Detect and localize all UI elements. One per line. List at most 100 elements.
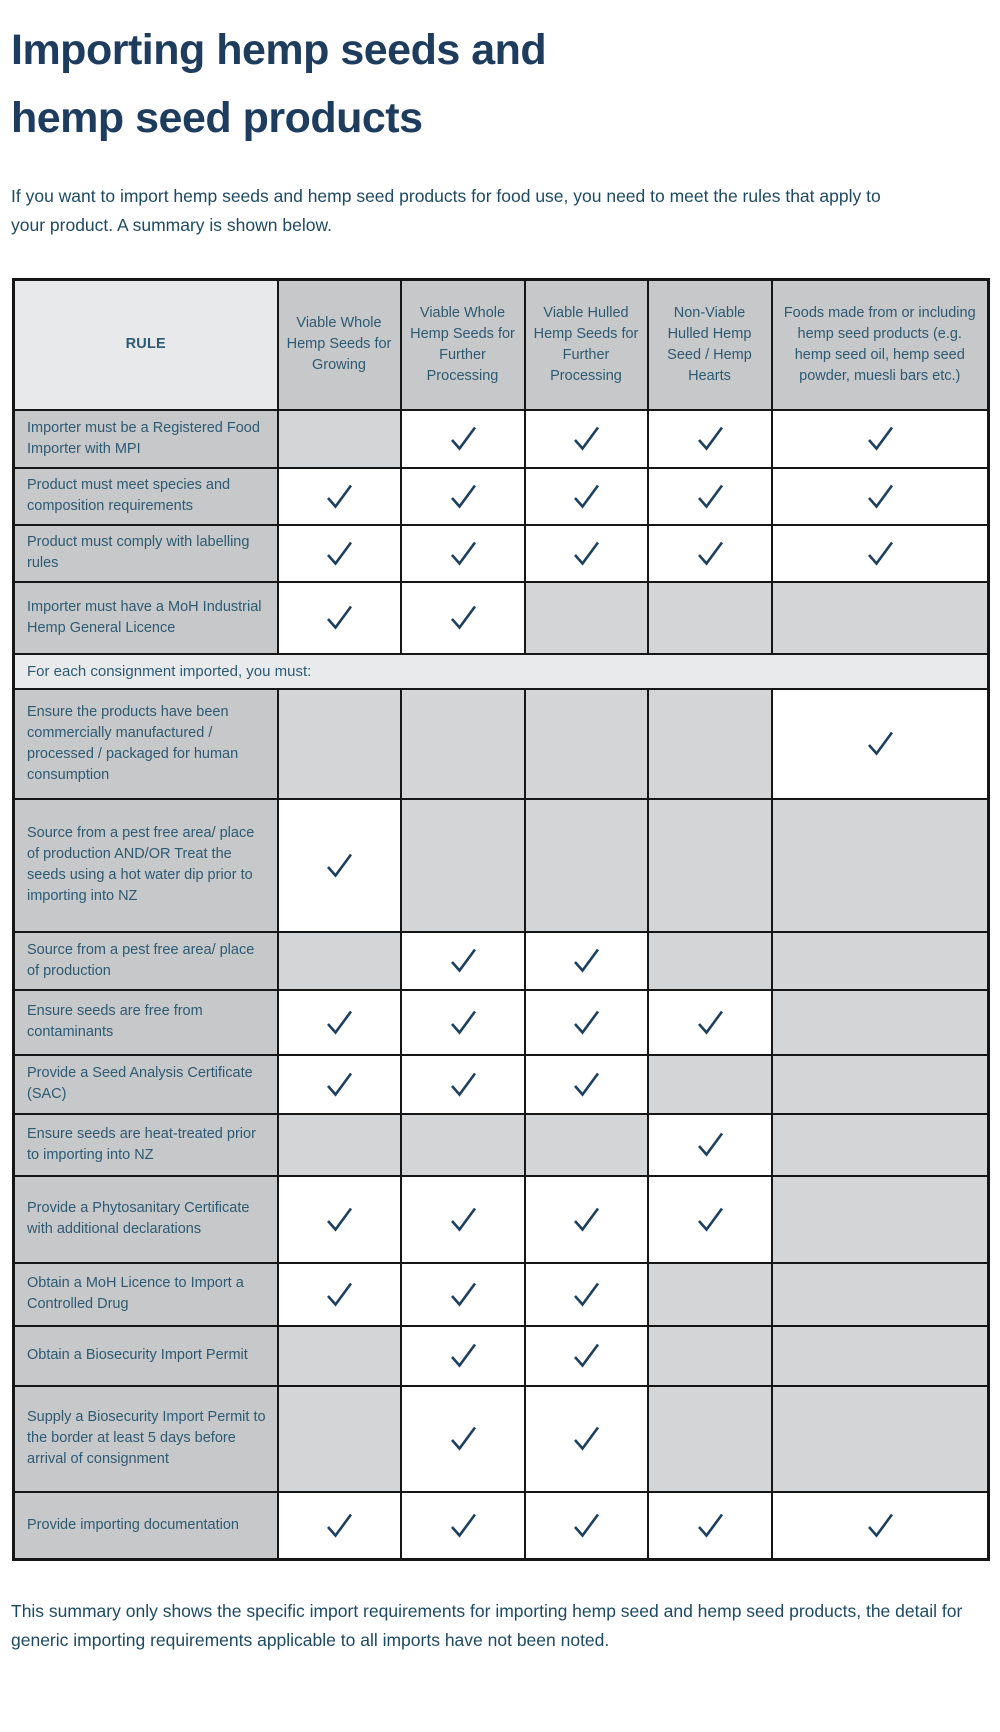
empty-cell xyxy=(523,580,649,655)
check-cell xyxy=(276,988,402,1056)
check-cell xyxy=(399,1324,526,1387)
check-cell xyxy=(770,1490,990,1561)
rule-label: Provide importing documentation xyxy=(12,1490,279,1561)
footer-note: This summary only shows the specific imp… xyxy=(11,1601,963,1650)
rule-label: Obtain a Biosecurity Import Permit xyxy=(12,1324,279,1387)
checkmark-icon xyxy=(574,484,600,509)
checkmark-icon xyxy=(327,605,353,630)
empty-cell xyxy=(276,1384,402,1493)
column-header-viable-whole-growing: Viable Whole Hemp Seeds for Growing xyxy=(276,278,402,411)
checkmark-icon xyxy=(450,1513,476,1538)
check-cell xyxy=(276,1174,402,1264)
checkmark-icon xyxy=(327,1072,353,1097)
check-cell xyxy=(399,466,526,526)
checkmark-icon xyxy=(450,484,476,509)
empty-cell xyxy=(399,797,526,933)
check-cell xyxy=(770,687,990,800)
page-title: Importing hemp seeds and hemp seed produ… xyxy=(11,16,1000,152)
check-cell xyxy=(770,466,990,526)
empty-cell xyxy=(770,1112,990,1177)
checkmark-icon xyxy=(574,1426,600,1451)
rule-label: Provide a Phytosanitary Certificate with… xyxy=(12,1174,279,1264)
empty-cell xyxy=(646,1261,773,1327)
table-row: Importer must be a Registered Food Impor… xyxy=(12,408,990,469)
rule-label: Importer must be a Registered Food Impor… xyxy=(12,408,279,469)
table-row: Obtain a MoH Licence to Import a Control… xyxy=(12,1261,990,1327)
checkmark-icon xyxy=(450,1282,476,1307)
empty-cell xyxy=(523,797,649,933)
section-row-label: For each consignment imported, you must: xyxy=(12,652,990,690)
empty-cell xyxy=(276,408,402,469)
checkmark-icon xyxy=(697,1513,723,1538)
checkmark-icon xyxy=(450,1426,476,1451)
table-row: Product must comply with labelling rules xyxy=(12,523,990,583)
check-cell xyxy=(399,1174,526,1264)
table-row: Source from a pest free area/ place of p… xyxy=(12,930,990,991)
checkmark-icon xyxy=(697,541,723,566)
checkmark-icon xyxy=(327,541,353,566)
check-cell xyxy=(276,1490,402,1561)
empty-cell xyxy=(399,1112,526,1177)
check-cell xyxy=(399,988,526,1056)
empty-cell xyxy=(523,687,649,800)
checkmark-icon xyxy=(867,1513,893,1538)
check-cell xyxy=(523,466,649,526)
checkmark-icon xyxy=(450,1343,476,1368)
rule-label: Product must comply with labelling rules xyxy=(12,523,279,583)
rules-table: RULE Viable Whole Hemp Seeds for Growing… xyxy=(12,278,990,1561)
rule-label: Importer must have a MoH Industrial Hemp… xyxy=(12,580,279,655)
checkmark-icon xyxy=(450,1010,476,1035)
check-cell xyxy=(646,1174,773,1264)
page-title-line-1: Importing hemp seeds and xyxy=(11,26,547,74)
checkmark-icon xyxy=(697,484,723,509)
table-row: Obtain a Biosecurity Import Permit xyxy=(12,1324,990,1387)
checkmark-icon xyxy=(697,426,723,451)
table-row: Provide a Seed Analysis Certificate (SAC… xyxy=(12,1053,990,1115)
empty-cell xyxy=(770,988,990,1056)
check-cell xyxy=(646,408,773,469)
check-cell xyxy=(399,523,526,583)
empty-cell xyxy=(770,1324,990,1387)
check-cell xyxy=(523,1384,649,1493)
check-cell xyxy=(523,1490,649,1561)
rule-label: Ensure seeds are heat-treated prior to i… xyxy=(12,1112,279,1177)
checkmark-icon xyxy=(574,1072,600,1097)
empty-cell xyxy=(646,687,773,800)
rule-label: Product must meet species and compositio… xyxy=(12,466,279,526)
checkmark-icon xyxy=(327,1282,353,1307)
checkmark-icon xyxy=(450,541,476,566)
table-row: Ensure the products have been commercial… xyxy=(12,687,990,800)
check-cell xyxy=(399,930,526,991)
column-header-viable-whole-processing: Viable Whole Hemp Seeds for Further Proc… xyxy=(399,278,526,411)
check-cell xyxy=(399,580,526,655)
check-cell xyxy=(399,1261,526,1327)
check-cell xyxy=(646,523,773,583)
check-cell xyxy=(276,580,402,655)
check-cell xyxy=(399,408,526,469)
checkmark-icon xyxy=(450,948,476,973)
checkmark-icon xyxy=(327,1010,353,1035)
checkmark-icon xyxy=(574,1343,600,1368)
empty-cell xyxy=(770,1174,990,1264)
check-cell xyxy=(523,1324,649,1387)
table-row: Supply a Biosecurity Import Permit to th… xyxy=(12,1384,990,1493)
rule-label: Source from a pest free area/ place of p… xyxy=(12,930,279,991)
check-cell xyxy=(399,1384,526,1493)
section-row: For each consignment imported, you must: xyxy=(12,652,990,690)
checkmark-icon xyxy=(327,853,353,878)
check-cell xyxy=(399,1053,526,1115)
check-cell xyxy=(523,408,649,469)
column-header-viable-hulled-processing: Viable Hulled Hemp Seeds for Further Pro… xyxy=(523,278,649,411)
page-title-line-2: hemp seed products xyxy=(11,94,423,142)
intro-paragraph: If you want to import hemp seeds and hem… xyxy=(11,186,881,235)
empty-cell xyxy=(646,1053,773,1115)
checkmark-icon xyxy=(450,605,476,630)
empty-cell xyxy=(770,930,990,991)
check-cell xyxy=(523,930,649,991)
check-cell xyxy=(646,988,773,1056)
check-cell xyxy=(276,466,402,526)
table-row: Product must meet species and compositio… xyxy=(12,466,990,526)
empty-cell xyxy=(770,580,990,655)
check-cell xyxy=(770,523,990,583)
table-row: Ensure seeds are heat-treated prior to i… xyxy=(12,1112,990,1177)
